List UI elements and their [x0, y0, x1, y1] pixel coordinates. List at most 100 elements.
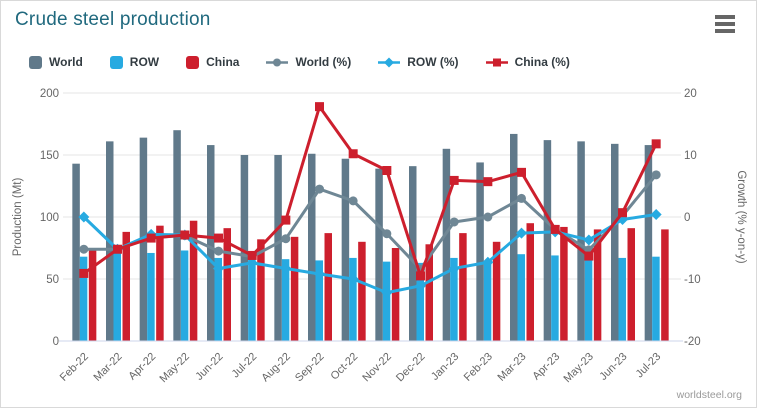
bar-world[interactable]	[577, 141, 585, 341]
marker-world-[interactable]	[483, 212, 493, 222]
marker-row-[interactable]	[415, 280, 426, 292]
bar-china[interactable]	[492, 241, 501, 341]
bar-row[interactable]	[113, 250, 122, 341]
bar-row[interactable]	[180, 250, 189, 341]
bar-row[interactable]	[584, 252, 593, 341]
bar-world[interactable]	[72, 163, 80, 341]
bar-china[interactable]	[189, 220, 198, 341]
marker-row-[interactable]	[314, 268, 325, 280]
bar-row[interactable]	[315, 260, 324, 341]
legend-item-china-[interactable]: China (%)	[485, 55, 570, 69]
marker-china-[interactable]	[315, 102, 324, 112]
bar-china[interactable]	[391, 248, 400, 341]
marker-china-[interactable]	[651, 139, 661, 149]
bar-china[interactable]	[593, 229, 602, 341]
marker-row-[interactable]	[78, 211, 90, 223]
marker-china-[interactable]	[113, 244, 122, 254]
bar-row[interactable]	[483, 262, 492, 341]
legend-item-world[interactable]: World	[29, 55, 83, 69]
marker-row-[interactable]	[213, 262, 224, 274]
bar-world[interactable]	[341, 158, 350, 341]
marker-row-[interactable]	[448, 262, 460, 274]
bar-china[interactable]	[661, 229, 669, 341]
bar-world[interactable]	[543, 140, 552, 341]
bar-world[interactable]	[442, 148, 451, 341]
marker-china-[interactable]	[449, 175, 459, 185]
bar-row[interactable]	[618, 257, 627, 341]
line-row-[interactable]	[82, 213, 657, 295]
marker-china-[interactable]	[146, 233, 156, 243]
line-china-[interactable]	[82, 105, 658, 278]
bar-china[interactable]	[560, 226, 568, 341]
bar-row[interactable]	[79, 256, 88, 341]
bar-china[interactable]	[88, 248, 97, 341]
bar-row[interactable]	[416, 262, 425, 341]
marker-china-[interactable]	[247, 250, 257, 260]
line-world-[interactable]	[83, 173, 658, 271]
legend-item-china[interactable]: China	[186, 55, 239, 69]
bar-china[interactable]	[526, 223, 535, 341]
bar-world[interactable]	[510, 133, 518, 341]
marker-china-[interactable]	[79, 268, 89, 278]
bar-row[interactable]	[551, 255, 559, 341]
bar-world[interactable]	[274, 155, 282, 341]
marker-row-[interactable]	[381, 287, 393, 299]
marker-world-[interactable]	[315, 184, 324, 194]
bar-row[interactable]	[248, 257, 256, 341]
marker-world-[interactable]	[517, 193, 526, 203]
bar-row[interactable]	[517, 254, 526, 341]
marker-china-[interactable]	[550, 224, 560, 234]
marker-row-[interactable]	[347, 273, 359, 285]
marker-china-[interactable]	[584, 251, 594, 261]
bar-china[interactable]	[290, 236, 299, 341]
bar-china[interactable]	[358, 241, 366, 341]
hamburger-menu-icon[interactable]	[712, 13, 738, 35]
marker-world-[interactable]	[214, 246, 223, 256]
marker-china-[interactable]	[382, 166, 392, 175]
marker-china-[interactable]	[281, 215, 291, 225]
marker-china-[interactable]	[483, 177, 493, 187]
bar-row[interactable]	[652, 256, 660, 341]
bar-world[interactable]	[644, 145, 653, 341]
bar-world[interactable]	[611, 143, 619, 341]
marker-world-[interactable]	[281, 234, 291, 244]
bar-china[interactable]	[324, 233, 333, 341]
marker-world-[interactable]	[348, 196, 358, 206]
legend-item-row-[interactable]: ROW (%)	[378, 55, 459, 69]
legend-item-row[interactable]: ROW	[109, 55, 159, 69]
marker-world-[interactable]	[382, 229, 392, 239]
legend-item-world-[interactable]: World (%)	[266, 55, 351, 69]
marker-row-[interactable]	[583, 234, 595, 246]
bar-china[interactable]	[425, 244, 434, 341]
bar-china[interactable]	[156, 225, 164, 341]
marker-china-[interactable]	[348, 149, 358, 159]
marker-china-[interactable]	[618, 208, 627, 218]
bar-row[interactable]	[281, 259, 290, 341]
marker-row-[interactable]	[650, 209, 662, 221]
bar-world[interactable]	[207, 145, 215, 341]
bar-row[interactable]	[214, 257, 223, 341]
bar-world[interactable]	[476, 162, 484, 341]
credit-link[interactable]: worldsteel.org	[676, 389, 742, 401]
marker-world-[interactable]	[79, 244, 89, 254]
bar-row[interactable]	[382, 261, 391, 341]
bar-world[interactable]	[375, 168, 383, 341]
bar-row[interactable]	[147, 252, 155, 341]
bar-china[interactable]	[627, 228, 636, 341]
marker-china-[interactable]	[517, 167, 526, 177]
bar-china[interactable]	[223, 228, 232, 341]
marker-row-[interactable]	[246, 257, 258, 269]
bar-row[interactable]	[450, 257, 458, 341]
marker-row-[interactable]	[482, 256, 494, 268]
bar-china[interactable]	[257, 239, 265, 341]
bar-china[interactable]	[459, 233, 467, 341]
bar-row[interactable]	[349, 257, 357, 341]
marker-world-[interactable]	[449, 217, 459, 227]
marker-row-[interactable]	[280, 262, 292, 274]
bar-world[interactable]	[308, 153, 316, 341]
marker-china-[interactable]	[180, 230, 190, 240]
marker-china-[interactable]	[214, 233, 223, 243]
marker-china-[interactable]	[416, 271, 425, 281]
marker-row-[interactable]	[516, 227, 527, 239]
marker-world-[interactable]	[651, 170, 661, 180]
